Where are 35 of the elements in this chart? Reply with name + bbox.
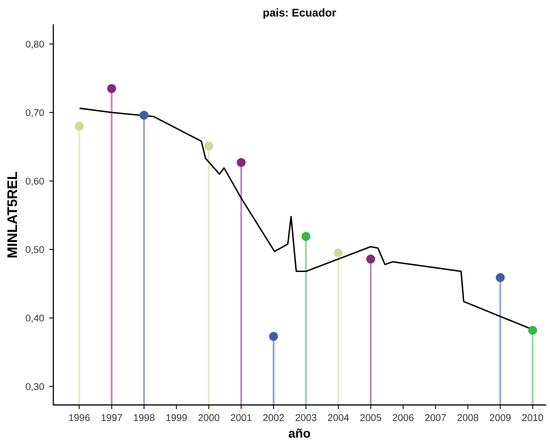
x-axis-title: año: [288, 428, 310, 438]
chart-title: pais: Ecuador: [263, 8, 336, 19]
y-tick-label: 0,50: [26, 246, 44, 254]
x-tick-label: 1998: [134, 414, 154, 422]
point: [107, 84, 116, 94]
x-tick-label: 2010: [522, 414, 544, 422]
point: [528, 326, 538, 335]
point: [74, 122, 84, 131]
point: [269, 332, 278, 341]
point: [334, 248, 343, 258]
x-tick-label: 2003: [296, 414, 316, 422]
x-tick-label: 2001: [230, 414, 252, 422]
y-tick-label: 0,30: [26, 383, 44, 392]
x-tick-label: 1999: [166, 414, 187, 422]
y-tick-label: 0,70: [26, 109, 44, 118]
point: [301, 232, 310, 241]
x-tick-label: 2009: [490, 414, 511, 422]
y-tick-label: 0,40: [26, 314, 44, 323]
point: [140, 110, 149, 120]
x-tick-label: 1997: [102, 414, 122, 422]
y-tick-label: 0,60: [26, 178, 44, 186]
x-tick-label: 1996: [69, 414, 90, 422]
point: [236, 158, 246, 167]
point: [366, 254, 376, 264]
x-tick-label: 2002: [263, 414, 284, 422]
point: [204, 142, 214, 151]
x-tick-label: 2004: [328, 414, 349, 422]
point: [496, 273, 505, 282]
y-axis-title: MINLAT5REL: [7, 172, 18, 258]
x-tick-label: 2008: [458, 414, 478, 422]
x-tick-label: 2000: [198, 414, 220, 422]
x-tick-label: 2007: [425, 414, 446, 422]
y-tick-label: 0,80: [26, 40, 44, 49]
x-tick-label: 2006: [392, 414, 414, 422]
x-tick-label: 2005: [360, 414, 382, 422]
